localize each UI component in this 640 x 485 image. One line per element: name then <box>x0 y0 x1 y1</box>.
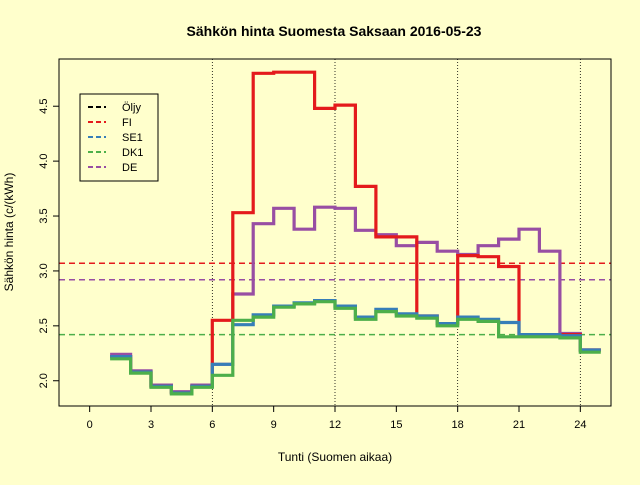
x-tick-label: 0 <box>87 419 93 431</box>
x-tick-label: 21 <box>513 419 525 431</box>
y-tick-label: 4.5 <box>38 99 50 114</box>
y-tick-label: 3.5 <box>38 208 50 223</box>
x-axis-label: Tunti (Suomen aikaa) <box>278 450 392 464</box>
series-line-fi <box>110 70 601 395</box>
legend-label-1: FI <box>122 117 132 129</box>
y-axis-label: Sähkön hinta (c/(kWh) <box>2 173 16 292</box>
y-tick-label: 2.5 <box>38 318 50 333</box>
x-tick-label: 3 <box>148 419 154 431</box>
legend-label-3: DK1 <box>122 147 143 159</box>
x-tick-label: 15 <box>390 419 402 431</box>
y-tick-label: 3.0 <box>38 263 50 278</box>
chart-title: Sähkön hinta Suomesta Saksaan 2016-05-23 <box>187 23 482 39</box>
series-line-de <box>110 205 601 394</box>
legend-label-0: Öljy <box>122 102 141 114</box>
x-tick-label: 12 <box>329 419 341 431</box>
legend-label-2: SE1 <box>122 132 143 144</box>
series-line-dk1 <box>110 300 601 396</box>
legend-box <box>79 93 159 182</box>
x-tick-label: 6 <box>209 419 215 431</box>
x-tick-label: 9 <box>271 419 277 431</box>
legend: Öljy FI SE1 DK1 DE <box>79 93 159 182</box>
y-tick-label: 2.0 <box>38 373 50 388</box>
legend-label-4: DE <box>122 162 137 174</box>
x-tick-label: 24 <box>574 419 586 431</box>
x-tick-label: 18 <box>452 419 464 431</box>
y-tick-label: 4.0 <box>38 153 50 168</box>
